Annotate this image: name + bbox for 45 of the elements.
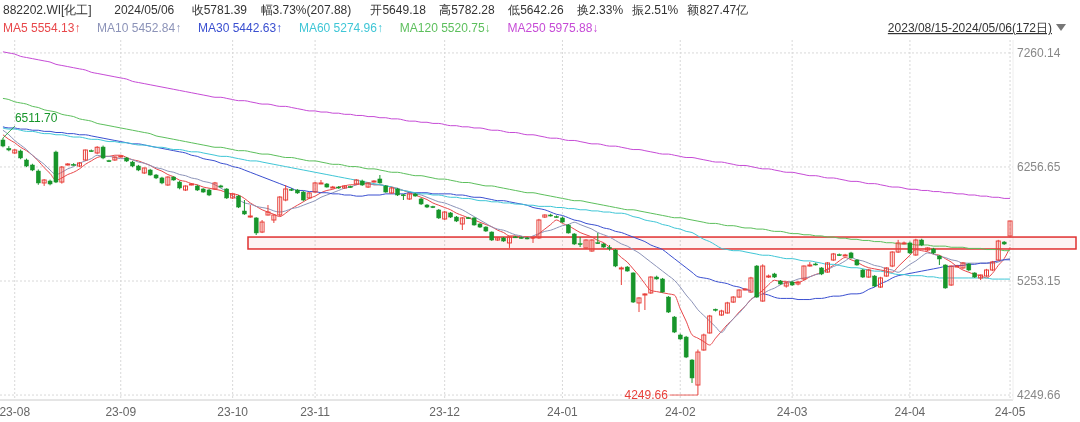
x-tick-label: 23-11: [300, 405, 331, 419]
candlestick: [212, 181, 218, 191]
text: MA120 5520.75↓: [399, 21, 491, 35]
x-tick-label: 23-10: [217, 405, 249, 419]
x-tick-label: 23-12: [429, 405, 461, 419]
candlestick: [165, 175, 171, 187]
text: 换2.33%: [577, 3, 624, 17]
y-tick-label: 6256.65: [1017, 159, 1061, 174]
chart-subtitle: 2023/08/15-2024/05/06(172日): [887, 21, 1052, 35]
text: 开5649.18: [370, 3, 427, 17]
y-tick-label: 4249.66: [1017, 388, 1061, 403]
text: 额827.47亿: [687, 3, 749, 17]
candlestick: [995, 239, 1001, 262]
x-tick-label: 24-02: [664, 405, 696, 419]
text: MA250 5975.88↓: [507, 21, 599, 35]
line-series: [2, 51, 1011, 199]
text: 低5642.26: [508, 3, 564, 17]
text: 幅3.73%(207.88): [260, 3, 352, 17]
x-tick-label: 24-05: [994, 405, 1026, 419]
x-tick-label: 23-08: [0, 405, 31, 419]
text: 振2.51%: [632, 3, 679, 17]
text: 收5781.39: [191, 3, 248, 17]
x-tick-label: 24-01: [547, 405, 579, 419]
line-series: [2, 97, 1011, 252]
annotation: 4249.66: [624, 388, 669, 403]
x-tick-label: 24-04: [894, 405, 926, 419]
candlestick: [707, 314, 713, 335]
y-tick-label: 7260.14: [1017, 45, 1061, 60]
annotation: 6511.70: [14, 110, 58, 125]
candlestick: [689, 358, 695, 384]
text: MA10 5452.84↑: [97, 21, 182, 35]
text: MA30 5442.63↑: [198, 21, 283, 35]
candlestick: [259, 219, 265, 234]
x-tick-label: 24-03: [776, 405, 808, 419]
text: 高5782.28: [439, 3, 496, 17]
candlestick: [636, 296, 642, 313]
text: 2024/05/06: [114, 3, 175, 17]
candlestick: [943, 263, 948, 290]
text: MA60 5274.96↑: [298, 21, 383, 35]
text: MA5 5554.13↑: [3, 21, 81, 35]
y-tick-label: 5253.15: [1017, 274, 1061, 289]
chart-title: 882202.WI[化工]: [3, 3, 92, 17]
x-tick-label: 23-09: [105, 405, 137, 419]
candlestick: [618, 266, 624, 286]
candlestick: [1007, 220, 1013, 238]
